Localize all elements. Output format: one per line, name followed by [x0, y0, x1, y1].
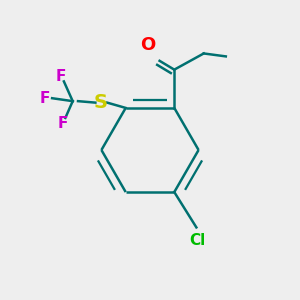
Text: F: F: [40, 91, 50, 106]
Text: F: F: [56, 69, 66, 84]
Text: Cl: Cl: [190, 233, 206, 248]
Text: O: O: [140, 36, 155, 54]
Text: F: F: [57, 116, 68, 131]
Text: S: S: [94, 93, 108, 112]
